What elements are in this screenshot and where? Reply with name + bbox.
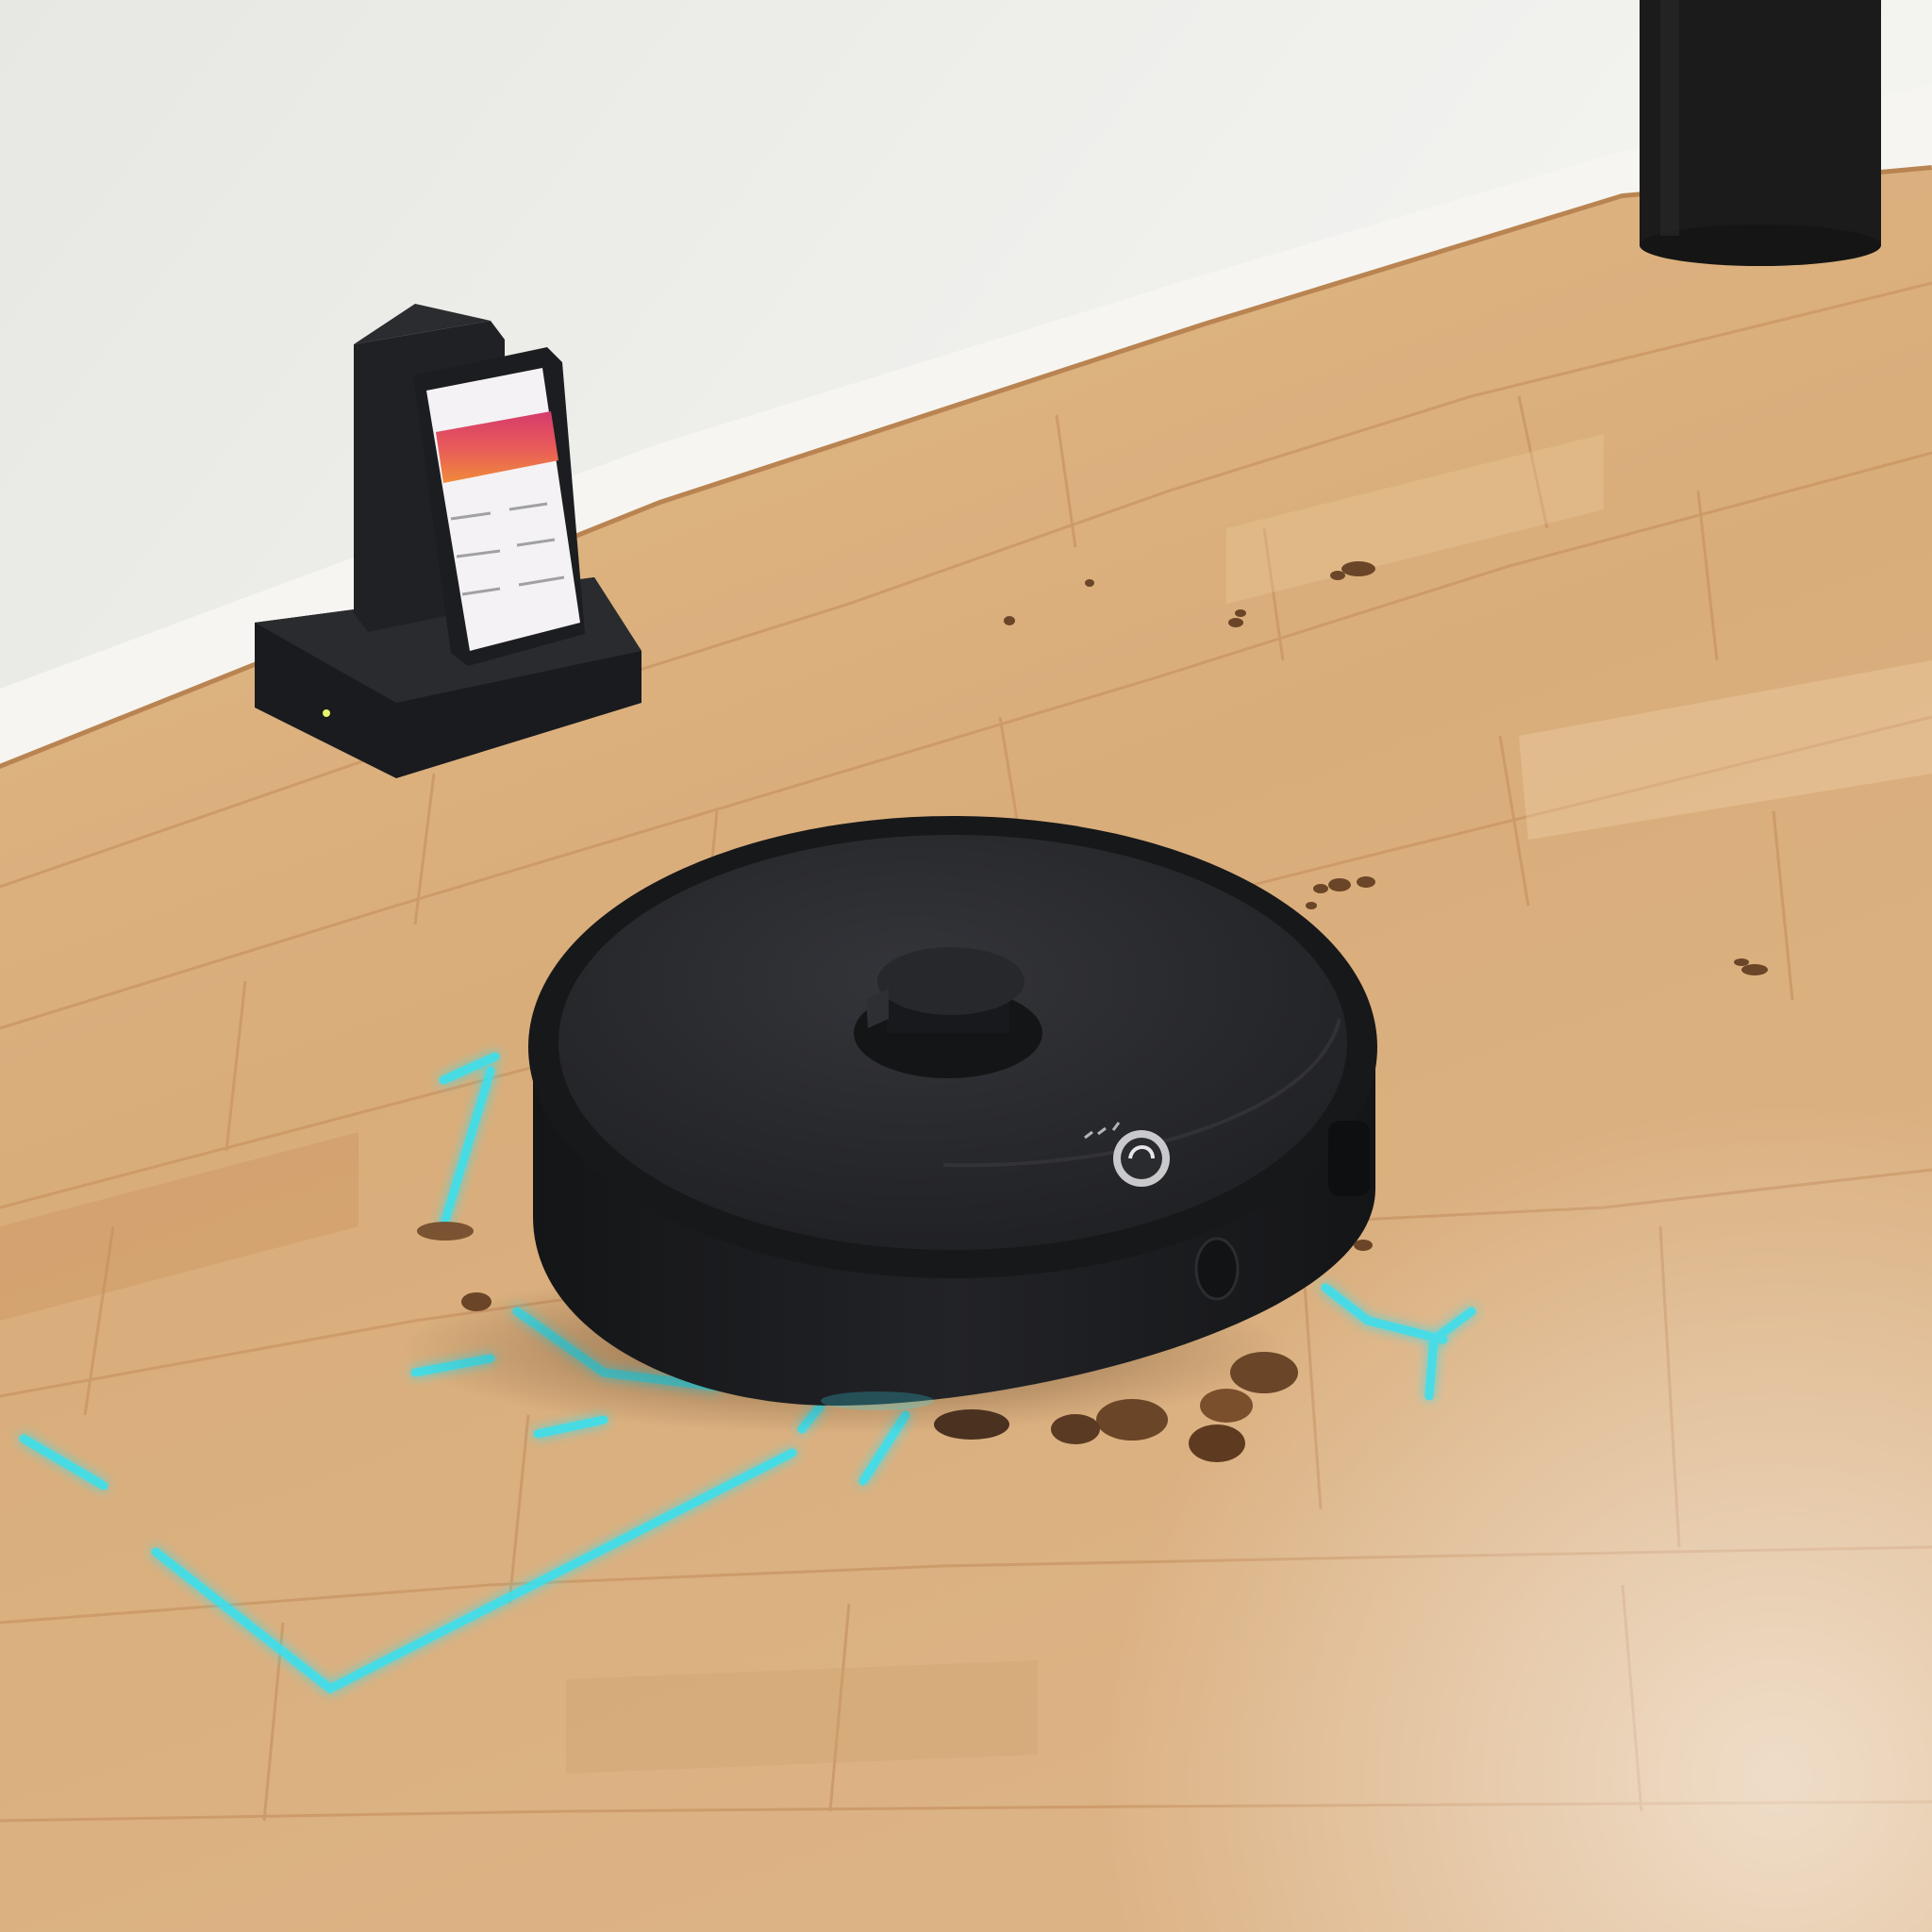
wifi-indicator-icon <box>1084 1122 1121 1140</box>
phone-banner <box>436 411 558 483</box>
debris <box>417 561 1768 1462</box>
robot-vacuum <box>528 816 1377 1410</box>
cleaning-path-glow <box>19 1052 1476 1694</box>
bumper-sensor <box>1328 1121 1370 1196</box>
lidar-turret <box>854 947 1042 1078</box>
smartphone <box>413 347 585 666</box>
status-led-icon <box>323 709 330 717</box>
side-button <box>1194 1237 1240 1301</box>
corner-bin <box>1640 0 1881 266</box>
